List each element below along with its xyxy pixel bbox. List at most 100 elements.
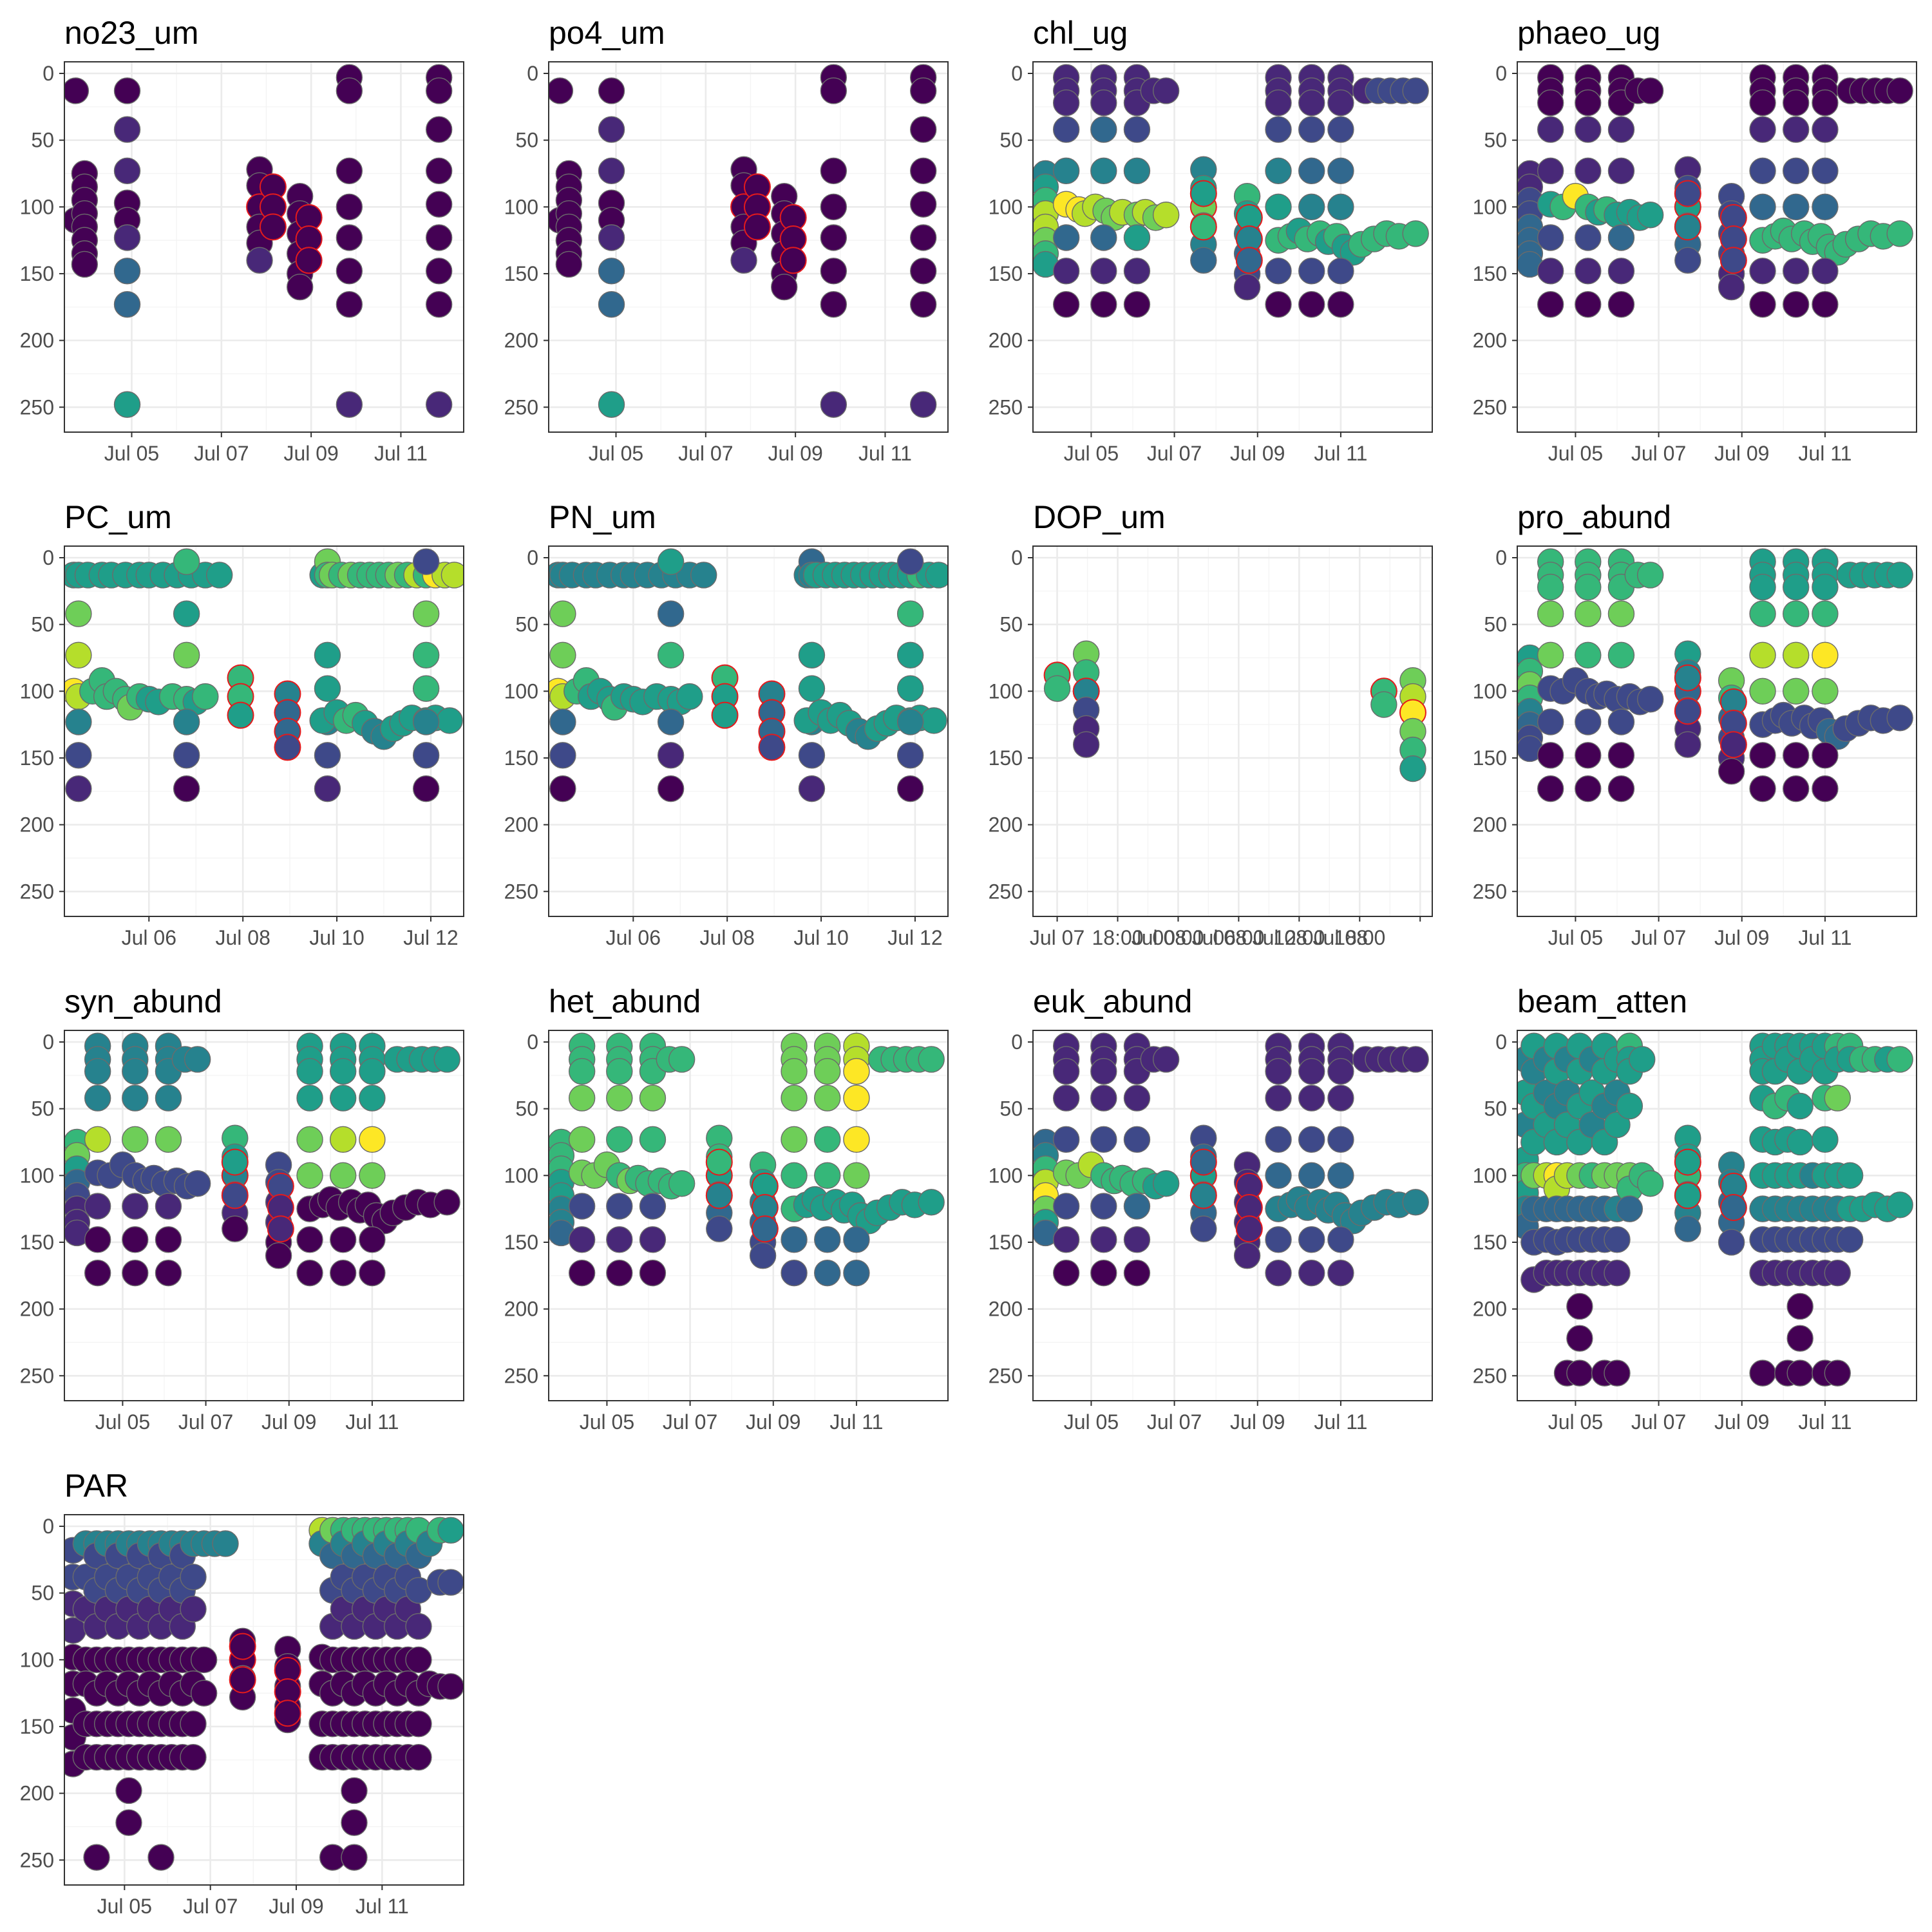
data-point	[1537, 258, 1564, 285]
y-tick-label: 200	[20, 1782, 54, 1805]
data-point	[122, 1126, 149, 1153]
data-point	[1575, 573, 1602, 601]
data-point	[1298, 258, 1325, 285]
panel-border	[1517, 61, 1917, 433]
y-tick-label: 250	[1473, 880, 1507, 903]
data-point	[1749, 742, 1776, 769]
data-point	[65, 641, 92, 669]
x-tick-label: Jul 05	[1548, 1410, 1603, 1434]
x-tick-label: Jul 05	[589, 442, 643, 465]
data-point	[1674, 697, 1701, 725]
data-point	[1402, 77, 1429, 104]
data-point	[1052, 224, 1080, 251]
data-point	[657, 548, 685, 575]
data-point	[896, 708, 924, 735]
data-point	[606, 1259, 633, 1287]
data-point	[1402, 1189, 1429, 1216]
data-point	[1190, 1215, 1217, 1242]
data-point	[1052, 290, 1080, 318]
data-point	[1123, 1126, 1151, 1153]
data-point	[820, 224, 848, 251]
y-tick-label: 100	[20, 1164, 54, 1187]
data-point	[1298, 1226, 1325, 1253]
data-point	[1812, 116, 1839, 143]
data-point	[814, 1259, 841, 1287]
x-tick-label: Jul 09	[768, 442, 822, 465]
data-point	[1090, 1126, 1117, 1153]
data-point	[1399, 755, 1426, 782]
y-tick-label: 250	[20, 1364, 54, 1387]
x-tick-label: 18:00	[1092, 926, 1143, 949]
data-point	[820, 157, 848, 185]
data-point	[920, 707, 947, 734]
data-point	[184, 1046, 211, 1073]
y-tick-label: 150	[989, 262, 1023, 285]
data-point	[798, 775, 826, 802]
data-point	[668, 1170, 696, 1197]
data-point	[1537, 708, 1564, 735]
data-point	[412, 775, 440, 802]
x-tick-label: Jul 09	[1714, 442, 1769, 465]
data-point	[1052, 1259, 1080, 1287]
data-point	[549, 775, 576, 802]
panel-title: PN_um	[549, 499, 656, 535]
data-point	[65, 775, 92, 802]
data-point	[1566, 1293, 1593, 1320]
data-point	[405, 1646, 432, 1674]
y-tick-label: 100	[989, 1164, 1023, 1187]
data-point	[676, 683, 703, 710]
data-point	[1190, 247, 1217, 274]
x-tick-label: Jul 09	[283, 442, 338, 465]
data-point	[296, 1126, 323, 1153]
x-tick-label: Jul 09	[1230, 1410, 1285, 1434]
y-tick-label: 150	[1473, 746, 1507, 770]
data-point	[657, 742, 685, 769]
data-point	[606, 1084, 633, 1112]
y-tick-label: 50	[31, 1582, 54, 1605]
data-point	[221, 1148, 249, 1176]
data-point	[1298, 1057, 1325, 1085]
data-point	[1233, 273, 1261, 301]
data-point	[1327, 1084, 1354, 1112]
y-tick-label: 150	[20, 1715, 54, 1738]
data-point	[1749, 193, 1776, 221]
data-point	[1749, 290, 1776, 318]
data-point	[1786, 1092, 1814, 1120]
data-point	[1265, 193, 1292, 221]
data-point	[295, 247, 323, 274]
data-point	[606, 1226, 633, 1253]
data-point	[173, 641, 200, 669]
data-point	[359, 1057, 386, 1085]
y-tick-label: 100	[20, 195, 54, 218]
x-tick-label: Jul 08	[215, 926, 270, 949]
data-point	[657, 775, 685, 802]
data-point	[246, 247, 273, 274]
data-point	[147, 1844, 175, 1871]
data-point	[190, 1646, 218, 1674]
data-point	[1043, 675, 1071, 702]
data-point	[113, 224, 141, 251]
data-point	[909, 290, 937, 318]
data-point	[330, 1084, 357, 1112]
data-point	[64, 77, 90, 104]
x-tick-label: Jul 07	[194, 442, 249, 465]
data-point	[113, 116, 141, 143]
data-point	[820, 193, 848, 221]
data-point	[690, 562, 717, 589]
data-point	[155, 1193, 182, 1220]
data-point	[1783, 116, 1810, 143]
y-tick-label: 100	[989, 195, 1023, 218]
data-point	[1604, 1359, 1631, 1387]
data-point	[1674, 1182, 1701, 1209]
data-point	[909, 157, 937, 185]
x-tick-label: Jul 08	[1253, 926, 1307, 949]
data-point	[341, 1777, 368, 1804]
data-point	[287, 273, 314, 301]
data-point	[1327, 1162, 1354, 1189]
panel-title: phaeo_ug	[1517, 15, 1660, 51]
y-tick-label: 50	[999, 1097, 1023, 1121]
data-point	[1123, 258, 1151, 285]
data-point	[1265, 157, 1292, 185]
data-point	[1265, 1126, 1292, 1153]
data-point	[568, 1259, 596, 1287]
